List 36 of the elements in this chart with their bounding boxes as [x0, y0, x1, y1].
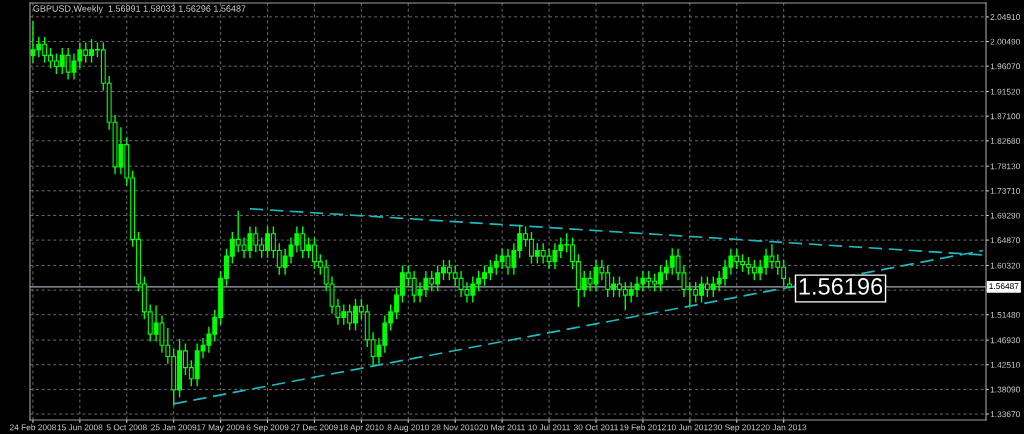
- x-tick-label: 30 Sep 2012: [713, 424, 760, 432]
- y-tick-label: 2.04910: [990, 14, 1020, 20]
- annotation: 1.56196: [799, 278, 883, 295]
- x-tick-label: 27 Dec 2009: [291, 424, 338, 431]
- x-tick-label: 18 Apr 2010: [339, 424, 384, 432]
- y-tick-label: 1.78130: [990, 163, 1020, 170]
- x-tick-label: 30 Oct 2011: [573, 424, 618, 431]
- y-tick-label: 1.82680: [990, 138, 1020, 144]
- y-tick-label: 1.42510: [990, 361, 1020, 368]
- y-tick-label: 1.64870: [990, 237, 1020, 244]
- x-tick-label: 20 Mar 2011: [479, 424, 525, 431]
- y-tick-label: 1.60320: [990, 262, 1020, 269]
- x-tick-label: 6 Sep 2009: [246, 424, 289, 432]
- y-tick-label: 1.46930: [990, 337, 1020, 344]
- y-tick-label: 1.91520: [990, 88, 1020, 95]
- x-tick-label: 24 Feb 2008: [9, 424, 56, 431]
- y-tick-label: 1.96070: [990, 63, 1020, 70]
- x-tick-label: 19 Feb 2012: [620, 424, 666, 431]
- x-tick-label: 25 Jan 2009: [151, 424, 197, 431]
- x-tick-label: 5 Oct 2008: [106, 424, 147, 431]
- x-tick-label: 10 Jul 2011: [528, 424, 570, 431]
- y-tick-label: 2.00490: [990, 38, 1020, 45]
- y-tick-label: 1.73710: [990, 188, 1020, 194]
- x-tick-label: 20 Jan 2013: [761, 424, 807, 431]
- ref-line-label: 1.56487: [989, 283, 1019, 290]
- x-tick-label: 8 Aug 2010: [387, 424, 430, 432]
- y-tick-label: 1.51480: [990, 311, 1020, 318]
- y-tick-label: 1.38090: [990, 386, 1020, 393]
- x-tick-label: 10 Jun 2012: [667, 424, 713, 431]
- y-tick-label: 1.33670: [990, 411, 1020, 418]
- x-tick-label: 17 May 2009: [197, 424, 245, 432]
- chart-title: GBPUSD,Weekly 1.56991 1.58033 1.56296 1.56487: [33, 5, 246, 14]
- y-tick-label: 1.87100: [990, 113, 1020, 120]
- x-tick-label: 28 Nov 2010: [432, 424, 479, 431]
- y-tick-label: 1.69290: [990, 212, 1020, 219]
- x-tick-label: 15 Jun 2008: [57, 424, 103, 431]
